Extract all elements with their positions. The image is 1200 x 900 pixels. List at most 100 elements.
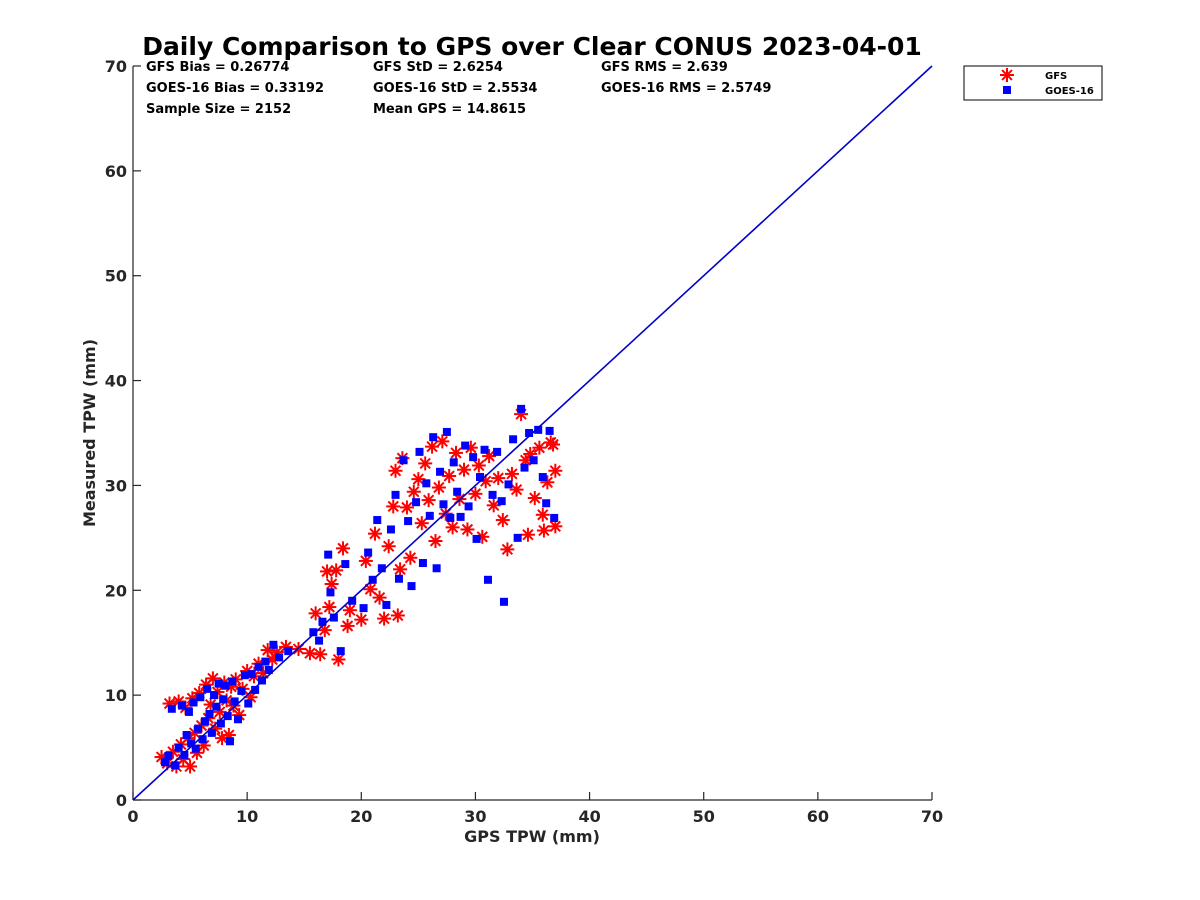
gfs-point xyxy=(406,484,421,499)
gfs-point xyxy=(546,437,561,452)
gfs-point xyxy=(386,499,401,514)
stat-gfs-bias: GFS Bias = 0.26774 xyxy=(146,60,289,75)
gfs-point xyxy=(308,606,323,621)
goes16-point xyxy=(264,665,273,674)
gfs-point xyxy=(331,652,346,667)
goes16-point xyxy=(429,433,438,442)
gfs-point xyxy=(460,522,475,537)
goes16-point xyxy=(550,513,559,522)
gfs-point xyxy=(302,646,317,661)
goes16-point xyxy=(189,698,198,707)
x-axis-label: GPS TPW (mm) xyxy=(464,827,600,846)
gfs-point xyxy=(457,462,472,477)
gfs-point xyxy=(411,472,426,487)
stat-goes-rms: GOES-16 RMS = 2.5749 xyxy=(601,81,771,96)
goes16-point xyxy=(488,490,497,499)
legend-goes16-marker xyxy=(1003,86,1011,94)
y-tick-label: 70 xyxy=(105,57,127,76)
gfs-point xyxy=(367,526,382,541)
stat-sample-size: Sample Size = 2152 xyxy=(146,102,291,117)
gfs-point xyxy=(491,471,506,486)
goes16-point xyxy=(194,724,203,733)
legend: GFS GOES-16 xyxy=(963,65,1103,101)
goes16-point xyxy=(164,751,173,760)
goes16-point xyxy=(504,480,513,489)
gfs-point xyxy=(445,520,460,535)
gfs-point xyxy=(471,458,486,473)
gfs-point xyxy=(486,498,501,513)
goes16-point xyxy=(425,511,434,520)
goes16-point xyxy=(178,701,187,710)
goes16-point xyxy=(251,685,260,694)
gfs-point xyxy=(425,439,440,454)
gfs-point xyxy=(329,563,344,578)
gfs-point xyxy=(421,493,436,508)
goes16-point xyxy=(412,498,421,507)
goes16-point xyxy=(394,574,403,583)
y-tick-label: 60 xyxy=(105,162,127,181)
goes16-point xyxy=(214,679,223,688)
gfs-point xyxy=(393,562,408,577)
goes16-point xyxy=(497,497,506,506)
goes16-point xyxy=(184,707,193,716)
y-axis-label: Measured TPW (mm) xyxy=(80,339,99,527)
gfs-point xyxy=(212,704,227,719)
goes16-point xyxy=(326,588,335,597)
goes16-point xyxy=(191,744,200,753)
goes16-point xyxy=(439,500,448,509)
legend-gfs-asterisk xyxy=(1000,68,1014,82)
goes16-point xyxy=(315,636,324,645)
goes16-point xyxy=(210,691,219,700)
goes16-point xyxy=(525,429,534,437)
goes16-point xyxy=(187,739,196,748)
y-tick-label: 20 xyxy=(105,581,127,600)
x-tick-label: 20 xyxy=(350,807,372,826)
goes16-point xyxy=(364,548,373,557)
gfs-point xyxy=(390,608,405,623)
gfs-point xyxy=(183,759,198,774)
goes16-point xyxy=(399,456,408,465)
gfs-point xyxy=(500,542,515,557)
goes16-point xyxy=(261,657,270,666)
gfs-point xyxy=(377,611,392,626)
legend-goes16-label: GOES-16 xyxy=(1045,86,1094,97)
gfs-point xyxy=(322,600,337,615)
goes16-point xyxy=(509,435,518,444)
legend-gfs-marker xyxy=(1000,68,1014,82)
goes16-point xyxy=(475,473,484,482)
goes16-point xyxy=(254,662,263,671)
gfs-point xyxy=(482,449,497,464)
legend-gfs-label: GFS xyxy=(1045,71,1067,82)
goes16-point xyxy=(469,453,478,462)
goes16-point xyxy=(442,427,451,436)
gfs-point xyxy=(388,463,403,478)
goes16-point xyxy=(436,467,445,476)
gfs-point xyxy=(428,534,443,549)
stat-goes-std: GOES-16 StD = 2.5534 xyxy=(373,81,537,96)
goes16-point xyxy=(520,463,529,472)
goes16-point xyxy=(483,575,492,584)
goes16-point xyxy=(269,640,278,649)
goes16-point xyxy=(493,447,502,456)
goes16-point xyxy=(240,671,249,680)
goes16-point xyxy=(160,758,169,767)
goes16-point xyxy=(182,730,191,739)
goes16-point xyxy=(207,728,216,737)
goes16-point xyxy=(542,499,551,508)
goes16-point xyxy=(464,502,473,511)
goes16-point xyxy=(336,647,345,656)
gfs-point xyxy=(435,434,450,449)
goes16-point xyxy=(456,512,465,521)
goes16-point xyxy=(432,564,441,573)
gfs-point xyxy=(535,507,550,522)
goes16-point xyxy=(226,737,235,746)
goes16-point xyxy=(453,487,462,496)
goes16-point xyxy=(247,670,256,679)
gfs-point xyxy=(320,564,335,579)
gfs-point xyxy=(449,445,464,460)
goes16-point xyxy=(449,458,458,467)
goes16-point xyxy=(534,425,543,434)
goes16-point xyxy=(341,560,350,569)
